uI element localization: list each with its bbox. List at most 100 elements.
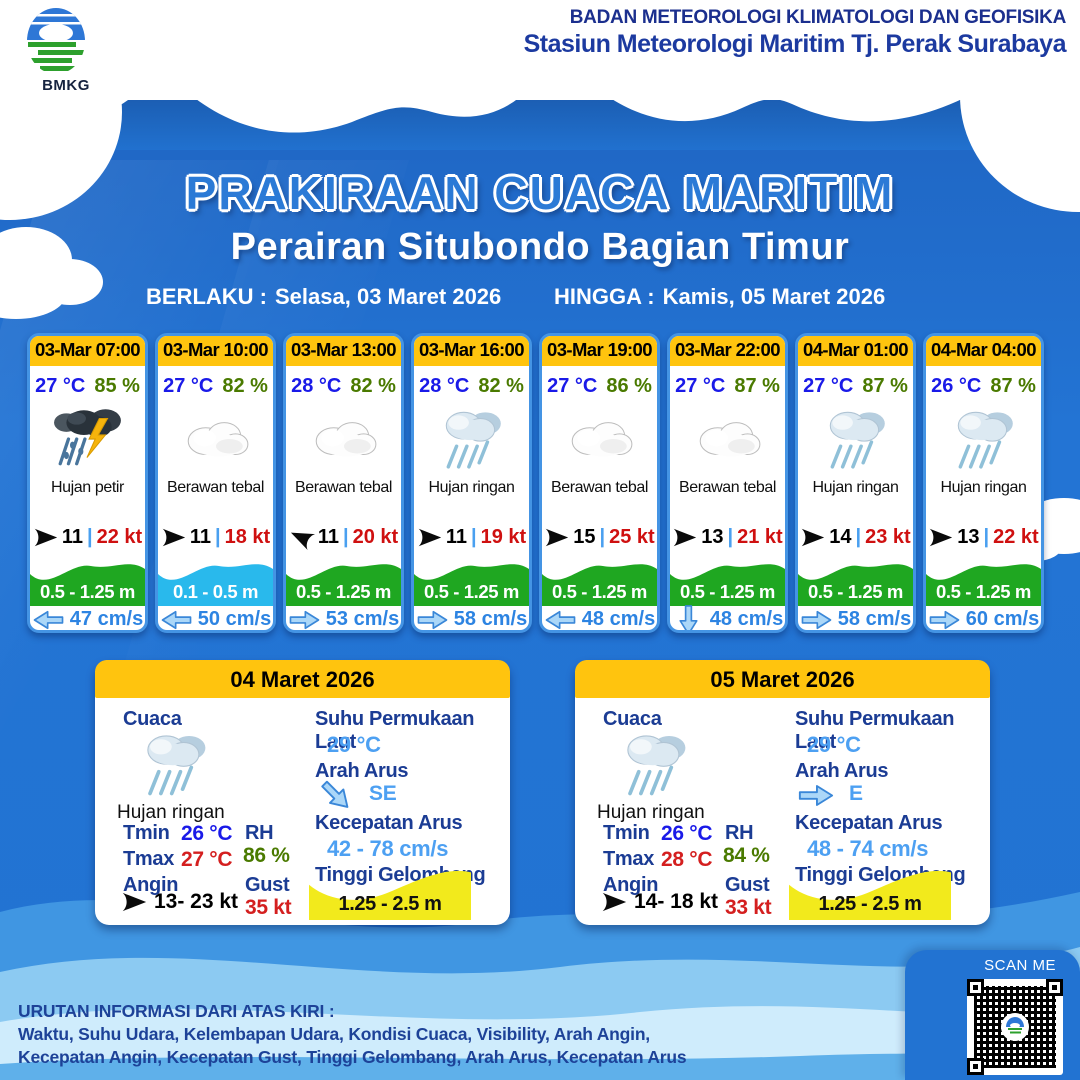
sea-surface-temp-label: Suhu Permukaan Laut [315, 708, 475, 753]
wind-row: 11 | 18 kt [158, 526, 273, 549]
current-row: 60 cm/s [926, 608, 1041, 630]
hourly-forecast-card: 03-Mar 16:00 28 °C 82 % [411, 333, 532, 633]
wind-row: 13 | 22 kt [926, 526, 1041, 549]
rain-icon [627, 735, 686, 796]
wind-separator: | [855, 526, 862, 548]
cuaca-label: Cuaca [603, 708, 662, 730]
relative-humidity: 87 % [990, 375, 1036, 397]
wave-shape [30, 564, 145, 606]
current-direction-label: Arah Arus [795, 760, 889, 782]
wind-separator: | [342, 526, 349, 548]
daily-weather-condition: Hujan ringan [597, 802, 705, 823]
wave-height-band: 0.5 - 1.25 m [286, 556, 401, 606]
wind-separator: | [727, 526, 734, 548]
current-speed: 53 cm/s [325, 608, 400, 630]
wave-height-band: 0.5 - 1.25 m [670, 556, 785, 606]
wind-speed-min: 11 [445, 526, 467, 548]
wind-speed-min: 11 [189, 526, 211, 548]
current-speed: 48 cm/s [581, 608, 656, 630]
current-direction-icon [417, 610, 448, 629]
hourly-forecast-card: 03-Mar 22:00 27 °C 87 % [667, 333, 788, 633]
wind-speed-min: 14 [829, 526, 852, 548]
daily-wind-range: 13- 23 kt [154, 890, 239, 913]
relative-humidity: 82 % [350, 375, 396, 397]
rain-icon [829, 411, 885, 469]
air-temperature: 26 °C [931, 375, 982, 397]
current-direction-icon [798, 785, 834, 806]
wind-speed-min: 15 [573, 526, 596, 548]
weather-icon [798, 398, 913, 476]
wind-speed-max: 25 kt [609, 526, 655, 548]
wind-speed-max: 21 kt [737, 526, 783, 548]
wind-direction-icon [290, 532, 315, 551]
angin-label: Angin [123, 874, 179, 896]
tmin-value: 26 °C [181, 822, 233, 845]
current-speed: 58 cm/s [837, 608, 912, 630]
scan-panel: SCAN ME [905, 950, 1080, 1080]
relative-humidity: 85 % [94, 375, 140, 397]
qr-finder-icon [1046, 979, 1063, 996]
current-direction-label: Arah Arus [315, 760, 409, 782]
wave-shape [309, 870, 471, 920]
wind-row: 14 | 23 kt [798, 526, 913, 549]
wind-speed-max: 23 kt [865, 526, 911, 548]
air-temperature: 28 °C [419, 375, 470, 397]
daily-wind-row: 13- 23 kt [121, 890, 238, 914]
current-direction-icon [679, 604, 698, 630]
sea-surface-temp-value: 29 °C [807, 732, 861, 757]
page-title: PRAKIRAAN CUACA MARITIM [185, 167, 895, 219]
weather-icon [670, 398, 785, 476]
bmkg-logo-icon [27, 8, 85, 74]
current-direction-value: E [849, 782, 863, 805]
berlaku-label: BERLAKU : [146, 284, 267, 309]
current-speed: 47 cm/s [69, 608, 144, 630]
scan-me-label: SCAN ME [984, 957, 1056, 974]
sea-surface-temp-label: Suhu Permukaan Laut [795, 708, 955, 753]
weather-condition: Berawan tebal [294, 479, 393, 496]
wave-height-band: 0.5 - 1.25 m [926, 556, 1041, 606]
wave-height-value: 0.5 - 1.25 m [40, 581, 135, 602]
gust-label: Gust [245, 874, 290, 896]
tmax-label: Tmax [123, 848, 175, 870]
wind-direction-icon [929, 528, 953, 547]
wind-speed-min: 13 [701, 526, 724, 548]
weather-icon [926, 398, 1041, 476]
tmin-label: Tmin [123, 822, 170, 844]
daily-wave-height-value: 1.25 - 2.5 m [338, 893, 442, 915]
gust-value: 33 kt [725, 896, 772, 919]
wind-separator: | [214, 526, 221, 548]
daily-wind-range: 14- 18 kt [634, 890, 719, 913]
qr-finder-icon [967, 979, 984, 996]
tmax-value: 27 °C [181, 848, 233, 871]
weather-condition: Hujan petir [51, 479, 124, 496]
daily-date: 05 Maret 2026 [575, 660, 990, 698]
daily-summary-card: 04 Maret 2026 Cuaca Hujan ringan [95, 660, 510, 925]
wind-row: 11 | 22 kt [30, 526, 145, 549]
relative-humidity: 87 % [734, 375, 780, 397]
angin-label: Angin [603, 874, 659, 896]
wind-row: 15 | 25 kt [542, 526, 657, 549]
wave-shape [798, 564, 913, 606]
wind-speed-max: 22 kt [993, 526, 1039, 548]
current-row: 50 cm/s [158, 608, 273, 630]
hingga-label: HINGGA : [554, 284, 655, 309]
weather-icon [414, 398, 529, 476]
rain-icon [957, 411, 1013, 469]
hourly-forecast-row: 03-Mar 07:00 27 °C 85 % [27, 333, 1044, 633]
weather-icon [286, 398, 401, 476]
wind-direction-icon [801, 528, 825, 547]
qr-code [967, 979, 1063, 1075]
footer-info: URUTAN INFORMASI DARI ATAS KIRI : Waktu,… [18, 1000, 687, 1069]
daily-weather-condition: Hujan ringan [117, 802, 225, 823]
wave-height-band: 0.5 - 1.25 m [30, 556, 145, 606]
wave-height-value: 0.5 - 1.25 m [424, 581, 519, 602]
wind-speed-min: 11 [317, 526, 339, 548]
wind-separator: | [86, 526, 93, 548]
wave-height-value: 0.5 - 1.25 m [552, 581, 647, 602]
wave-shape [926, 564, 1041, 606]
daily-wave-height-box: 1.25 - 2.5 m [309, 862, 471, 920]
forecast-time: 03-Mar 19:00 [542, 336, 657, 366]
wind-speed-max: 18 kt [224, 526, 271, 548]
relative-humidity: 87 % [862, 375, 908, 397]
wave-shape [542, 564, 657, 606]
